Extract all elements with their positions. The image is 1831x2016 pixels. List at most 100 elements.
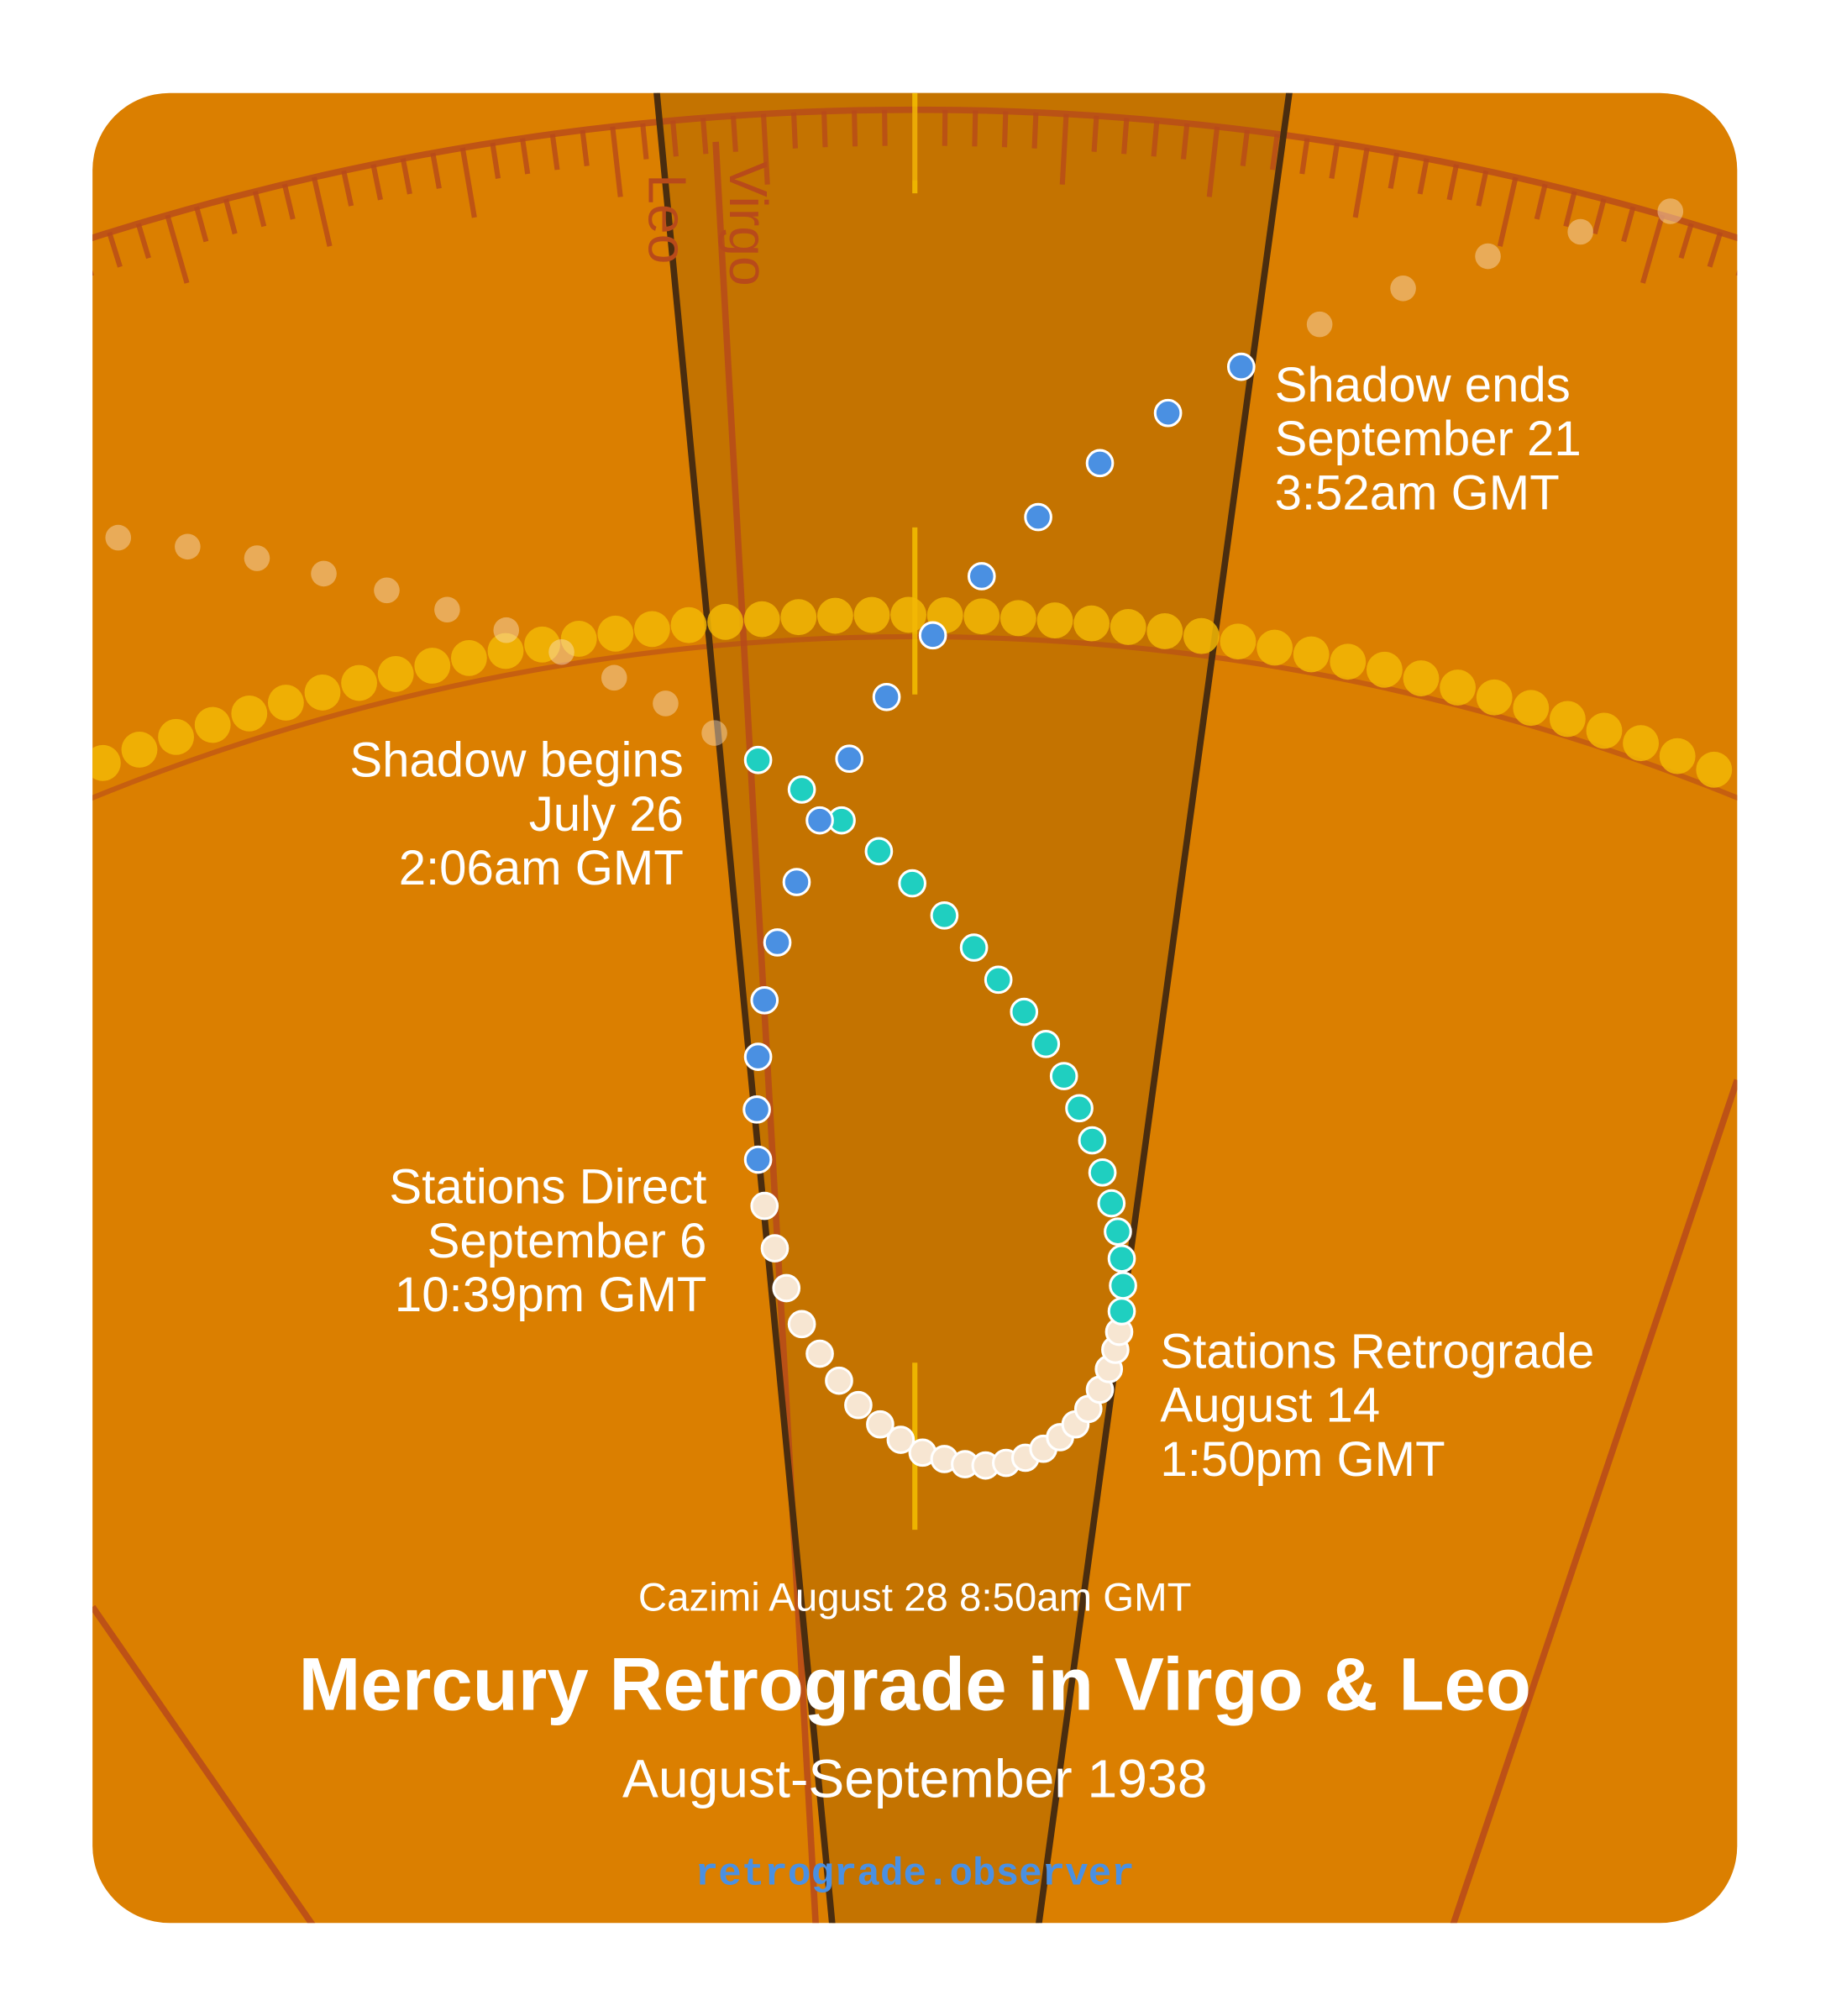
sun-dot bbox=[92, 744, 121, 781]
post-shadow-dot bbox=[1153, 398, 1183, 428]
sun-dot bbox=[1293, 636, 1330, 673]
sun-dot bbox=[1073, 605, 1110, 642]
ruler-tick bbox=[1388, 152, 1400, 189]
faded-dot bbox=[374, 577, 400, 604]
sun-dot bbox=[633, 611, 670, 648]
ruler-tick bbox=[1121, 118, 1130, 155]
ruler-tick bbox=[1091, 115, 1099, 152]
ruler-tick bbox=[1329, 142, 1340, 179]
event-label: 10:39pm GMT bbox=[395, 1268, 706, 1322]
pre-shadow-dot bbox=[787, 775, 816, 804]
ruler-tick bbox=[1735, 240, 1738, 277]
retrograde-dot bbox=[886, 1425, 916, 1454]
post-shadow-dot bbox=[750, 985, 779, 1015]
retrograde-dot bbox=[772, 1273, 801, 1303]
title: Mercury Retrograde in Virgo & Leo bbox=[299, 1642, 1531, 1725]
sun-dot bbox=[1476, 679, 1513, 716]
ruler-tick bbox=[341, 170, 354, 207]
ruler-tick bbox=[1059, 113, 1069, 185]
ruler-tick bbox=[1621, 206, 1636, 243]
event-label: July 26 bbox=[529, 787, 684, 842]
footer: retrograde.observer bbox=[695, 1852, 1135, 1896]
ruler-tick bbox=[1563, 191, 1577, 228]
pre-shadow-dot bbox=[1049, 1062, 1078, 1090]
sun-dot bbox=[377, 655, 414, 692]
retrograde-dot bbox=[866, 1410, 895, 1439]
wedge-edge bbox=[1035, 92, 1295, 1924]
sun-dot bbox=[1623, 725, 1660, 762]
ruler-tick bbox=[730, 115, 738, 152]
ruler-tick bbox=[1707, 231, 1723, 268]
faded-dot bbox=[1390, 276, 1416, 302]
post-shadow-dot bbox=[743, 1042, 773, 1071]
pre-shadow-dot bbox=[743, 745, 773, 774]
ruler-tick bbox=[1497, 176, 1519, 247]
ruler-tick bbox=[1151, 120, 1160, 157]
ruler-tick bbox=[430, 152, 442, 189]
ruler-tick bbox=[760, 113, 770, 185]
sun-dot bbox=[853, 596, 890, 633]
post-shadow-dot bbox=[742, 1095, 771, 1124]
sun-dot bbox=[267, 685, 304, 721]
ruler-tick bbox=[1031, 112, 1039, 149]
event-label: September 6 bbox=[428, 1214, 707, 1268]
post-shadow-dot bbox=[835, 744, 864, 774]
post-shadow-dot bbox=[918, 621, 947, 650]
ruler-tick bbox=[1592, 198, 1607, 235]
sun-dot bbox=[999, 600, 1036, 637]
event-label: Stations Retrograde bbox=[1160, 1324, 1594, 1378]
boundary-line bbox=[712, 141, 820, 1924]
post-shadow-dot bbox=[1226, 352, 1256, 381]
ruler-tick bbox=[821, 111, 828, 148]
sun-dot bbox=[450, 639, 487, 676]
sun-dot bbox=[597, 615, 634, 652]
sun-dot bbox=[341, 664, 378, 701]
sign-label: Virgo bbox=[718, 161, 779, 286]
sun-dot bbox=[1220, 623, 1257, 660]
ruler-tick bbox=[1417, 158, 1430, 195]
faded-dot bbox=[548, 638, 574, 665]
pre-shadow-dot bbox=[959, 933, 989, 962]
ruler-tick bbox=[52, 251, 64, 286]
sky-layer bbox=[52, 92, 1831, 1924]
ruler-tick bbox=[194, 206, 209, 243]
ruler-tick bbox=[281, 183, 296, 220]
ruler-tick bbox=[1783, 261, 1807, 328]
faded-dot bbox=[701, 720, 727, 746]
sun-dot bbox=[487, 633, 524, 669]
ruler-tick bbox=[640, 123, 649, 160]
faded-dot bbox=[311, 560, 337, 587]
sign-label: Leo bbox=[637, 174, 698, 264]
pre-shadow-dot bbox=[898, 869, 927, 898]
ruler-tick bbox=[852, 110, 858, 147]
pre-shadow-dot bbox=[864, 837, 894, 866]
wedge-edge bbox=[652, 92, 837, 1924]
sun-dot bbox=[670, 606, 707, 643]
subtitle: August-September 1938 bbox=[622, 1748, 1208, 1809]
cazimi-label: Cazimi August 28 8:50am GMT bbox=[638, 1575, 1192, 1620]
faded-dot bbox=[175, 533, 201, 560]
ruler-tick bbox=[1476, 170, 1489, 207]
pre-shadow-dot bbox=[1097, 1189, 1126, 1218]
sun-dot bbox=[158, 718, 195, 755]
pre-shadow-dot bbox=[1109, 1271, 1137, 1300]
boundary-line bbox=[92, 1604, 317, 1924]
sun-dot bbox=[1403, 660, 1440, 696]
ruler-tick bbox=[1823, 271, 1831, 305]
post-shadow-dot bbox=[782, 868, 811, 896]
faded-dot bbox=[1306, 311, 1333, 338]
sun-dot bbox=[231, 695, 268, 732]
ruler-tick bbox=[459, 147, 477, 218]
sun-dot bbox=[1183, 617, 1220, 654]
sun-dot bbox=[1513, 690, 1550, 727]
boundary-line bbox=[1449, 1079, 1738, 1924]
ruler-tick bbox=[549, 134, 560, 171]
faded-dot bbox=[653, 690, 679, 717]
ruler-tick bbox=[370, 164, 383, 201]
sun-dot bbox=[304, 674, 341, 711]
pre-shadow-dot bbox=[984, 965, 1013, 995]
ruler-tick bbox=[790, 112, 798, 149]
